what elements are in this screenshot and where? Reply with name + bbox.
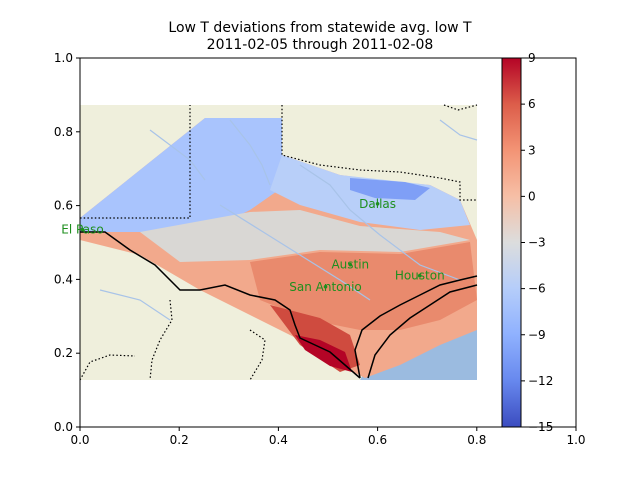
y-tick-label: 0.0 — [54, 420, 73, 434]
x-tick-label: 0.8 — [467, 433, 486, 447]
city-marker — [417, 273, 422, 278]
city-marker — [375, 201, 380, 206]
x-tick-label: 0.0 — [70, 433, 89, 447]
hot-spot — [295, 335, 352, 372]
city-label: Houston — [395, 269, 445, 283]
cold-zone-west — [80, 118, 300, 235]
x-ticks: 0.0 0.2 0.4 0.6 0.8 1.0 — [70, 427, 586, 447]
colorbar-fill — [502, 58, 521, 427]
y-tick-label: 1.0 — [54, 51, 73, 65]
gulf-coast — [367, 284, 478, 379]
colorbar-tick-label: −3 — [528, 236, 546, 250]
map-area — [80, 104, 478, 381]
y-ticks: 0.0 0.2 0.4 0.6 0.8 1.0 — [54, 51, 80, 434]
rivers — [99, 119, 478, 321]
y-tick-label: 0.4 — [54, 272, 73, 286]
colorbar-tick-label: 9 — [528, 51, 536, 65]
chart-title-line1: Low T deviations from statewide avg. low… — [168, 20, 472, 36]
x-tick-label: 0.4 — [269, 433, 288, 447]
colorbar-tick-label: 6 — [528, 97, 536, 111]
colorbar-tick-label: 3 — [528, 143, 536, 157]
city-marker — [348, 262, 353, 267]
x-tick-label: 1.0 — [566, 433, 585, 447]
colorbar-ticks: 9 6 3 0 −3 −6 −9 −12 −15 — [521, 51, 553, 434]
city-marker — [80, 227, 85, 232]
warm-zone-central — [250, 242, 477, 330]
colorbar-tick-label: −12 — [528, 374, 553, 388]
city-markers: El Paso Dallas Austin Houston San Antonio — [61, 197, 444, 294]
colorbar-tick-label: 0 — [528, 189, 536, 203]
y-tick-label: 0.2 — [54, 346, 73, 360]
city-label: El Paso — [61, 223, 103, 237]
colorbar-tick-label: −9 — [528, 328, 546, 342]
x-tick-label: 0.6 — [368, 433, 387, 447]
city-label: San Antonio — [289, 280, 362, 294]
neutral-band — [140, 210, 470, 262]
main-axes: 0.0 0.2 0.4 0.6 0.8 1.0 0.0 0.2 0.4 0.6 0.8 1.0 El… — [54, 51, 586, 447]
cold-zone-core — [350, 178, 430, 200]
city-marker — [323, 284, 328, 289]
x-tick-label: 0.2 — [170, 433, 189, 447]
colorbar-tick-label: −15 — [528, 420, 553, 434]
axes-frame — [79, 57, 577, 428]
state-borders — [80, 104, 478, 381]
texas-border — [80, 231, 478, 379]
y-tick-label: 0.8 — [54, 125, 73, 139]
chart-title-line2: 2011-02-05 through 2011-02-08 — [207, 37, 434, 53]
city-label: Austin — [331, 258, 369, 272]
city-label: Dallas — [359, 197, 396, 211]
colorbar-tick-label: −6 — [528, 282, 546, 296]
y-tick-label: 0.6 — [54, 199, 73, 213]
colorbar: 9 6 3 0 −3 −6 −9 −12 −15 — [501, 51, 553, 434]
